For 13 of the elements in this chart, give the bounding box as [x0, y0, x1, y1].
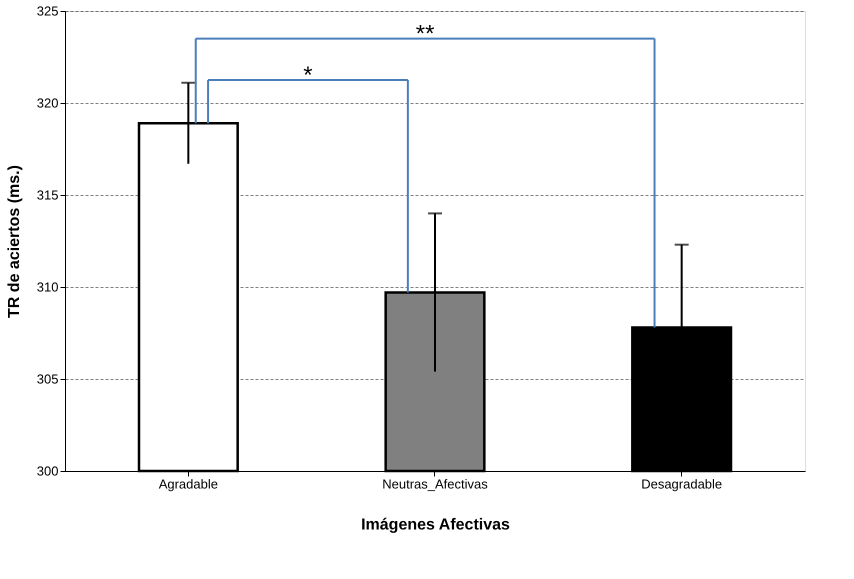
- x-tick-label: Desagradable: [641, 476, 722, 492]
- y-tick-label: 310: [36, 280, 58, 294]
- y-tick-label: 315: [36, 188, 58, 202]
- annotation: *: [303, 62, 313, 89]
- x-axis-title: Imágenes Afectivas: [361, 516, 510, 534]
- y-tick-label: 320: [36, 96, 58, 110]
- x-tick-label: Agradable: [158, 476, 218, 492]
- x-tick-label: Neutras_Afectivas: [382, 476, 488, 492]
- y-tick-label: 325: [36, 4, 58, 18]
- y-axis-title: TR de aciertos (ms.): [6, 165, 23, 318]
- annotation: **: [416, 20, 434, 48]
- y-tick-label: 305: [36, 372, 58, 386]
- y-tick-label: 300: [36, 464, 58, 478]
